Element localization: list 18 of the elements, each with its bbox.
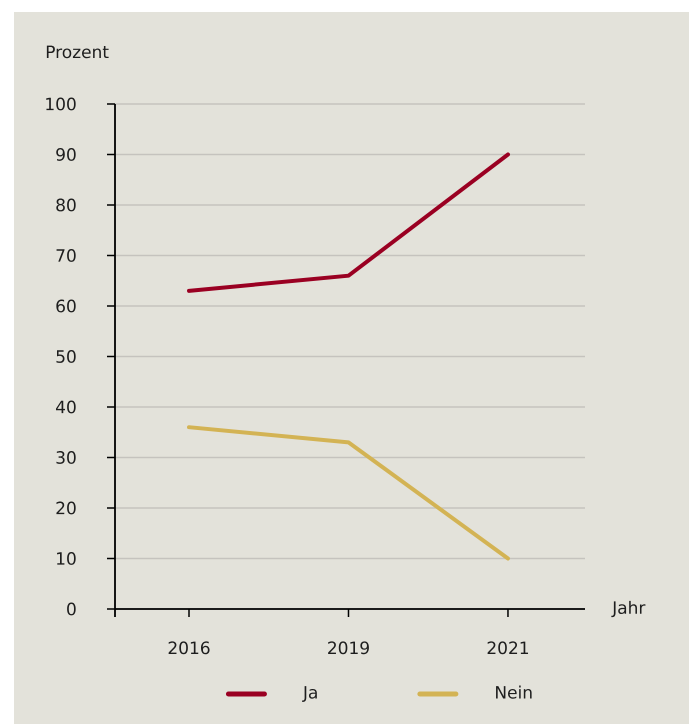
y-axis-title: Prozent [46, 46, 109, 58]
x-tick-label: 2016 [168, 641, 210, 654]
y-tick-label: 80 [56, 198, 76, 212]
y-tick-label: 60 [56, 300, 76, 312]
y-tick-label: 100 [46, 98, 76, 110]
x-tick-label: 2019 [328, 641, 369, 654]
y-tick-label: 50 [56, 350, 76, 363]
y-tick-label: 10 [57, 552, 76, 565]
y-tick-label: 40 [56, 400, 76, 414]
y-tick-label: 70 [56, 249, 76, 262]
legend-label: Nein [496, 686, 532, 699]
legend-label: Ja [302, 686, 317, 702]
y-tick-label: 30 [56, 451, 76, 464]
y-tick-label: 0 [67, 602, 76, 616]
y-tick-label: 20 [56, 502, 76, 514]
y-tick-label: 90 [56, 148, 76, 161]
x-tick-label: 2021 [488, 641, 528, 654]
x-axis-title: Jahr [611, 600, 646, 618]
